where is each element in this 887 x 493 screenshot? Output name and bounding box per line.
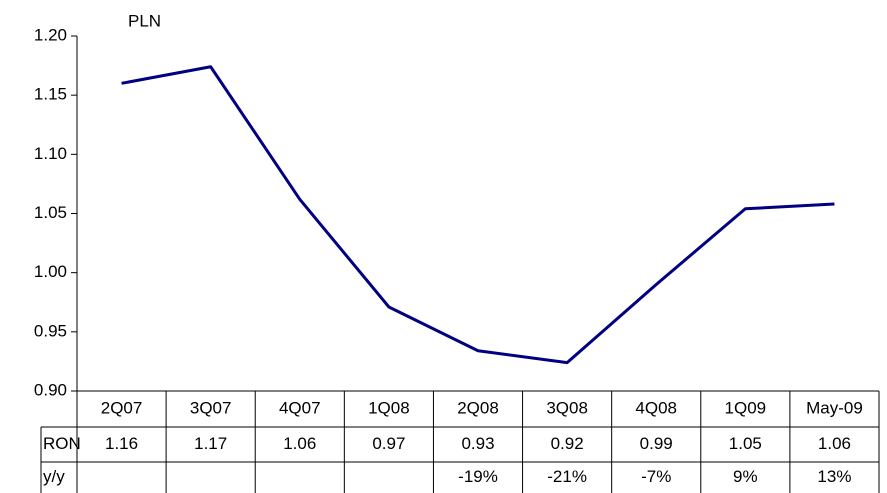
x-tick-label: May-09 — [806, 398, 863, 417]
table-value: 1.16 — [105, 434, 138, 453]
x-tick-label: 4Q08 — [635, 398, 677, 417]
y-tick-label: 1.00 — [34, 262, 67, 281]
row-label: y/y — [43, 467, 65, 486]
y-tick-label: 1.10 — [34, 144, 67, 163]
x-tick-label: 1Q09 — [725, 398, 767, 417]
y-tick-label: 1.05 — [34, 203, 67, 222]
table-value: 0.97 — [372, 434, 405, 453]
table-value: 1.05 — [729, 434, 762, 453]
x-tick-label: 3Q07 — [190, 398, 232, 417]
table-value: 1.06 — [818, 434, 851, 453]
table-value: 0.99 — [640, 434, 673, 453]
yoy-value: 13% — [817, 467, 851, 486]
y-tick-label: 1.15 — [34, 85, 67, 104]
x-tick-label: 1Q08 — [368, 398, 410, 417]
x-tick-label: 2Q08 — [457, 398, 499, 417]
yoy-value: 9% — [733, 467, 758, 486]
y-tick-label: 0.90 — [34, 380, 67, 399]
table-value: 0.92 — [551, 434, 584, 453]
row-label: RON — [43, 434, 81, 453]
line-series — [121, 65, 835, 365]
table-value: 1.17 — [194, 434, 227, 453]
y-tick-label: 1.20 — [34, 25, 67, 44]
y-tick-label: 0.95 — [34, 321, 67, 340]
annotation: PLN — [128, 11, 161, 30]
x-tick-label: 2Q07 — [101, 398, 143, 417]
yoy-value: -21% — [547, 467, 587, 486]
table-value: 0.93 — [461, 434, 494, 453]
yoy-value: -19% — [458, 467, 498, 486]
x-tick-label: 3Q08 — [546, 398, 588, 417]
yoy-value: -7% — [641, 467, 671, 486]
x-tick-label: 4Q07 — [279, 398, 321, 417]
table-value: 1.06 — [283, 434, 316, 453]
